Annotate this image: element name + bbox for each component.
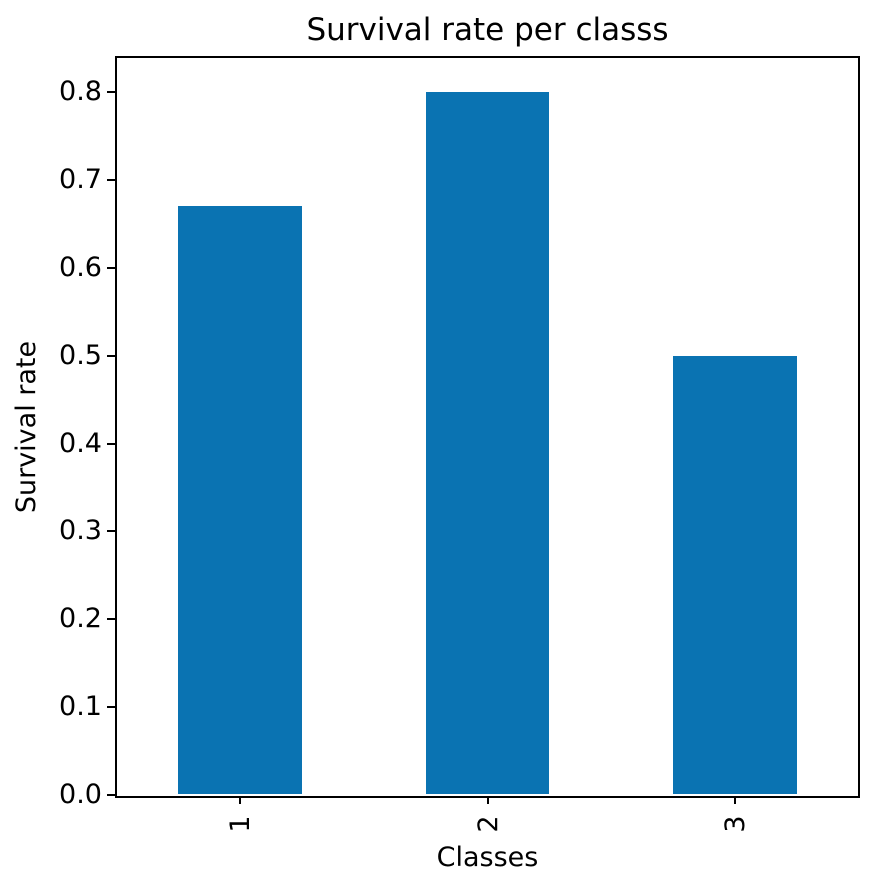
- y-tick-label: 0.8: [59, 76, 102, 108]
- y-tick-mark: [107, 618, 115, 621]
- bar-class-2: [425, 92, 550, 794]
- chart-title: Survival rate per classs: [306, 12, 669, 48]
- y-tick-label: 0.2: [59, 603, 102, 635]
- x-axis-label: Classes: [436, 842, 539, 873]
- y-tick-label: 0.4: [59, 427, 102, 459]
- y-tick-mark: [107, 91, 115, 94]
- x-tick-mark: [238, 796, 241, 804]
- y-tick-mark: [107, 794, 115, 796]
- y-tick-mark: [107, 530, 115, 533]
- y-tick-mark: [107, 179, 115, 181]
- x-tick-label: 3: [719, 815, 751, 833]
- y-tick-label: 0.5: [59, 339, 102, 371]
- y-tick-mark: [107, 266, 115, 269]
- x-tick-label: 2: [472, 815, 503, 833]
- bar-class-3: [673, 355, 798, 794]
- y-tick-label: 0.3: [59, 515, 102, 547]
- y-tick-label: 0.6: [59, 251, 102, 283]
- y-tick-mark: [107, 442, 115, 445]
- x-tick-mark: [734, 796, 737, 804]
- y-tick-label: 0.7: [59, 164, 102, 195]
- y-tick-mark: [107, 706, 115, 709]
- y-tick-label: 0.1: [59, 691, 102, 723]
- y-tick-label: 0.0: [59, 779, 102, 810]
- x-tick-mark: [486, 796, 489, 804]
- x-tick-label: 1: [224, 815, 256, 833]
- bar-class-1: [177, 206, 302, 794]
- y-tick-mark: [107, 354, 115, 357]
